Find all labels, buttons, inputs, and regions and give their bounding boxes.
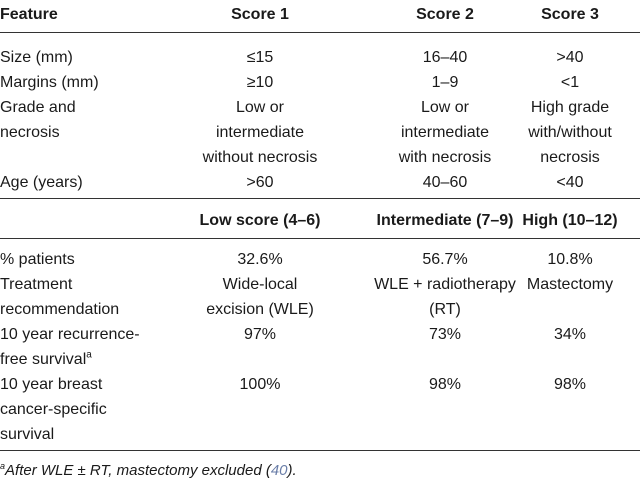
header-divider: [0, 32, 640, 33]
score2-value: 40–60: [422, 174, 468, 191]
intermediate-value: 98%: [428, 376, 462, 393]
outcome-label-text: free survival: [0, 351, 87, 368]
outcome-label-line: 10 year breast: [0, 376, 103, 393]
outcome-label: 10 year breast cancer-specific survival: [0, 372, 190, 447]
outcome-label-line: recommendation: [0, 301, 120, 318]
low-value: 100%: [239, 376, 281, 393]
outcome-label-line: cancer-specific: [0, 401, 107, 418]
value-line: necrosis: [540, 149, 600, 166]
footnote-end: ).: [287, 462, 297, 479]
score1-value: ≥10: [246, 74, 274, 91]
low-value: 32.6%: [237, 251, 283, 268]
group-divider: [0, 238, 640, 239]
feature-label: Size (mm): [0, 49, 73, 66]
high-value: 98%: [553, 376, 587, 393]
group-high: High (10–12): [522, 212, 618, 229]
outcome-label-line: Treatment: [0, 276, 73, 293]
value-line: (RT): [429, 301, 461, 318]
score1-value: >60: [246, 174, 274, 191]
low-value: Wide-local excision (WLE): [160, 272, 360, 322]
outcome-label-line: 10 year recurrence-: [0, 326, 140, 343]
outcome-label: Treatment recommendation: [0, 272, 190, 322]
score1-value: ≤15: [246, 49, 274, 66]
score1-value: Low or intermediate without necrosis: [160, 95, 360, 170]
score3-value: >40: [556, 49, 584, 66]
value-line: with necrosis: [398, 149, 492, 166]
intermediate-value: 73%: [428, 326, 462, 343]
score2-value: Low or intermediate with necrosis: [345, 95, 545, 170]
group-intermediate: Intermediate (7–9): [376, 212, 514, 229]
header-feature: Feature: [0, 6, 58, 23]
feature-label: Grade and necrosis: [0, 95, 190, 145]
value-line: intermediate: [400, 124, 490, 141]
table-bottom-rule: [0, 450, 640, 451]
footnote-marker: a: [86, 349, 92, 361]
feature-label-line: Grade and: [0, 99, 76, 116]
value-line: Low or: [235, 99, 285, 116]
feature-label: Age (years): [0, 174, 83, 191]
footnote-sup: a: [0, 461, 6, 471]
score2-value: 1–9: [431, 74, 459, 91]
value-line: without necrosis: [202, 149, 318, 166]
value-line: with/without: [528, 124, 612, 141]
score3-value: <1: [560, 74, 580, 91]
group-low: Low score (4–6): [199, 212, 321, 229]
score3-value: <40: [556, 174, 584, 191]
header-score1: Score 1: [231, 6, 289, 23]
outcome-label-line: free survivala: [0, 347, 190, 372]
low-value: 97%: [243, 326, 277, 343]
outcome-label: % patients: [0, 251, 75, 268]
value-line: High grade: [530, 99, 610, 116]
score2-value: 16–40: [422, 49, 468, 66]
outcome-label-line: survival: [0, 426, 55, 443]
outcome-label: 10 year recurrence- free survivala: [0, 322, 190, 372]
reference-link[interactable]: 40: [270, 462, 288, 479]
footnote-text: After WLE ± RT, mastectomy excluded (: [5, 462, 271, 479]
score3-value: High grade with/without necrosis: [500, 95, 640, 170]
value-line: Low or: [420, 99, 470, 116]
value-line: excision (WLE): [206, 301, 314, 318]
high-value: 34%: [553, 326, 587, 343]
footnote: aAfter WLE ± RT, mastectomy excluded (40…: [0, 461, 297, 480]
intermediate-value: WLE + radiotherapy (RT): [345, 272, 545, 322]
feature-label: Margins (mm): [0, 74, 99, 91]
value-line: intermediate: [215, 124, 305, 141]
high-value: Mastectomy: [526, 276, 614, 293]
header-score2: Score 2: [416, 6, 474, 23]
feature-label-line: necrosis: [0, 124, 60, 141]
value-line: WLE + radiotherapy: [374, 276, 516, 293]
high-value: 10.8%: [547, 251, 593, 268]
intermediate-value: 56.7%: [422, 251, 468, 268]
section-divider: [0, 198, 640, 199]
header-score3: Score 3: [541, 6, 599, 23]
value-line: Wide-local: [222, 276, 298, 293]
